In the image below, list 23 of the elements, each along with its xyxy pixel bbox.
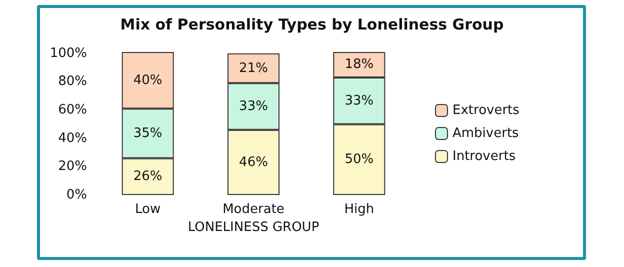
x-axis-title: LONELINESS GROUP — [188, 220, 320, 235]
data-label: 18% — [344, 57, 374, 72]
y-tick-label: 40% — [58, 130, 87, 146]
x-tick-label: Low — [135, 202, 161, 217]
data-label: 21% — [239, 60, 268, 76]
y-tick-label: 80% — [58, 74, 87, 90]
x-tick-label: Moderate — [222, 202, 284, 217]
x-tick-label: High — [344, 202, 374, 217]
y-tick-label: 100% — [50, 46, 87, 61]
legend-label: Ambiverts — [452, 126, 520, 141]
y-tick-label: 60% — [58, 102, 87, 118]
data-label: 35% — [133, 126, 162, 141]
chart-title: Mix of Personality Types by Loneliness Group — [120, 16, 504, 34]
data-label: 40% — [133, 72, 162, 88]
data-label: 50% — [344, 152, 374, 168]
data-label: 46% — [239, 154, 268, 170]
legend-label: Extroverts — [452, 103, 520, 118]
data-label: 33% — [239, 99, 268, 114]
legend-label: Introverts — [452, 149, 516, 164]
y-tick-label: 20% — [58, 159, 87, 174]
data-label: 33% — [344, 93, 374, 108]
y-tick-label: 0% — [66, 188, 87, 202]
data-label: 26% — [133, 169, 162, 184]
